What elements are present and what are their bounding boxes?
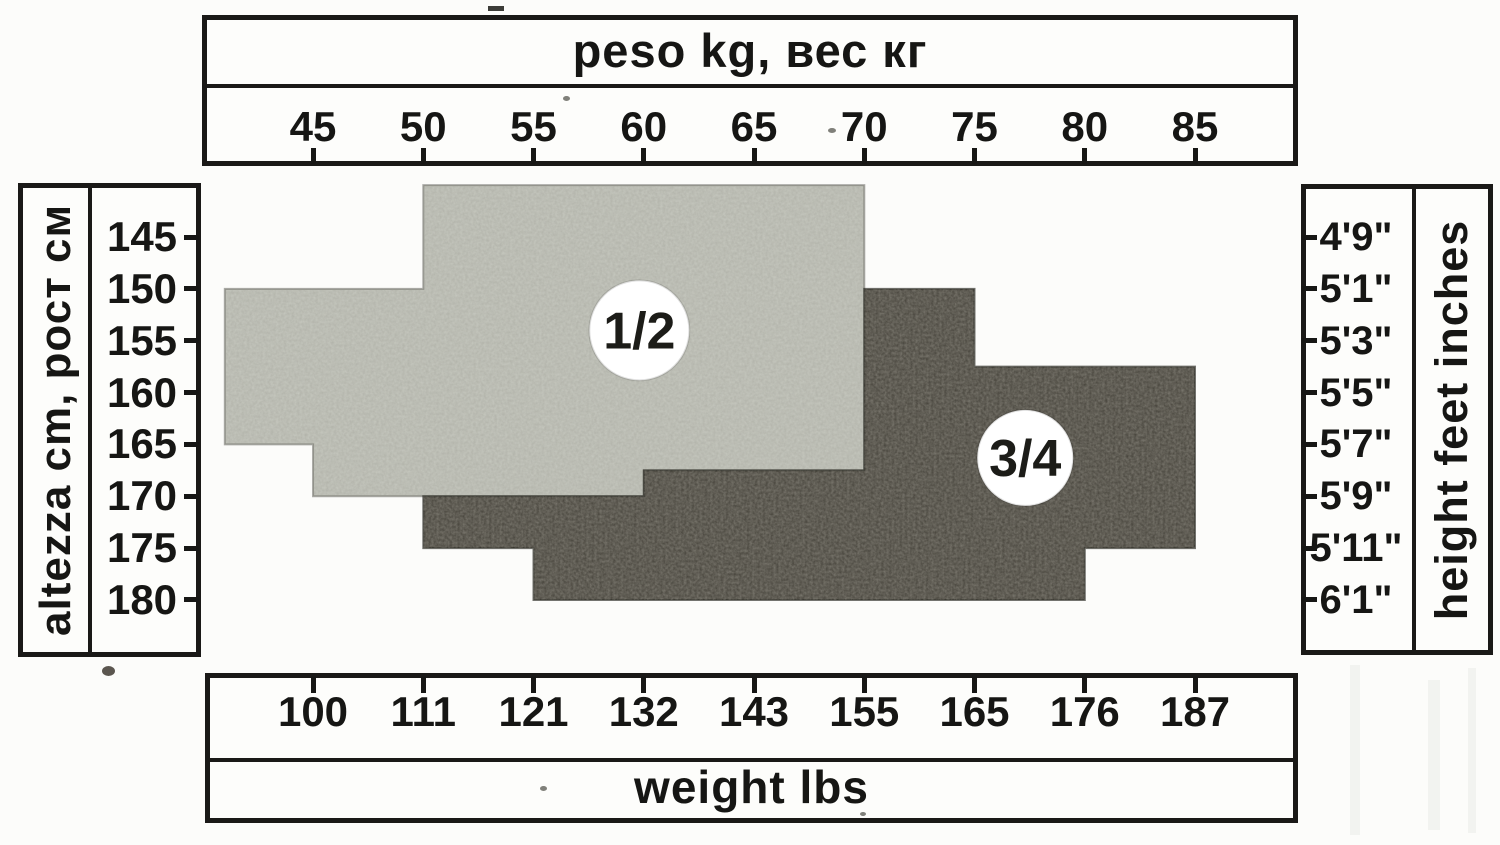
right-axis-box: height feet inches bbox=[1301, 184, 1493, 655]
bottom-axis-title: weight lbs bbox=[634, 761, 869, 813]
right-axis-divider bbox=[1412, 189, 1416, 650]
scan-artifact-smudge bbox=[1428, 680, 1440, 830]
top-axis-title: peso kg, вес кг bbox=[572, 24, 928, 77]
size-badge-label: 1/2 bbox=[603, 302, 675, 360]
scan-artifact-dot bbox=[102, 666, 115, 676]
bottom-axis-box: weight lbs bbox=[205, 673, 1298, 823]
size-badge-label: 3/4 bbox=[989, 430, 1061, 488]
scan-artifact-dot bbox=[860, 812, 866, 816]
size-region-texture bbox=[224, 185, 865, 497]
bottom-axis-divider bbox=[210, 758, 1293, 762]
left-axis-title-column: altezza cm, рост см bbox=[23, 188, 88, 652]
left-axis-box: altezza cm, рост см bbox=[18, 183, 201, 657]
scan-artifact-dot bbox=[563, 96, 570, 101]
scan-artifact-dash bbox=[488, 6, 504, 11]
left-axis-title: altezza cm, рост см bbox=[30, 204, 80, 636]
scan-artifact-dot bbox=[828, 128, 836, 133]
top-axis-divider bbox=[207, 84, 1293, 88]
size-badge-circle bbox=[976, 408, 1075, 507]
top-axis-box: peso kg, вес кг bbox=[202, 15, 1298, 166]
size-badges: 1/2 3/4 bbox=[588, 279, 1075, 507]
left-axis-divider bbox=[88, 188, 92, 652]
size-badge-circle bbox=[588, 279, 691, 382]
scan-artifact-smudge bbox=[1468, 668, 1476, 833]
size-regions bbox=[223, 184, 1196, 601]
scan-artifact-smudge bbox=[1350, 665, 1360, 835]
right-axis-title-column: height feet inches bbox=[1416, 189, 1488, 650]
right-axis-title: height feet inches bbox=[1426, 219, 1477, 620]
scan-artifact-dot bbox=[540, 786, 547, 791]
